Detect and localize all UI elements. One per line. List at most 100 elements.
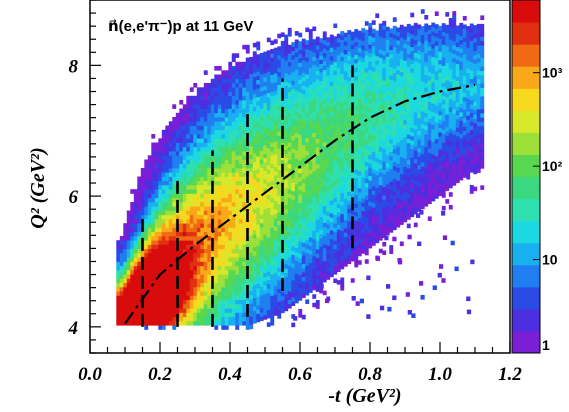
heatmap-cell: [305, 278, 310, 283]
heatmap-cell: [298, 58, 303, 63]
heatmap-cell: [354, 262, 359, 268]
heatmap-cell: [154, 159, 159, 165]
heatmap-cell: [319, 157, 324, 162]
heatmap-cell: [280, 121, 285, 127]
heatmap-cell: [312, 302, 317, 308]
heatmap-cell: [144, 308, 149, 313]
heatmap-cell: [403, 52, 408, 57]
heatmap-cell: [252, 212, 257, 218]
heatmap-cell: [438, 174, 443, 180]
heatmap-cell: [354, 186, 359, 191]
heatmap-cell: [133, 321, 138, 326]
heatmap-cell: [441, 154, 446, 160]
heatmap-cell: [399, 84, 404, 89]
heatmap-cell: [256, 62, 261, 68]
heatmap-cell: [168, 155, 173, 160]
heatmap-cell: [438, 102, 443, 107]
heatmap-cell: [329, 77, 334, 82]
heatmap-cell: [203, 231, 208, 237]
heatmap-cell: [385, 128, 390, 134]
heatmap-cell: [333, 202, 338, 207]
heatmap-cell: [214, 325, 219, 330]
heatmap-cell: [312, 141, 317, 146]
heatmap-cell: [396, 154, 401, 160]
heatmap-cell: [385, 162, 390, 168]
heatmap-cell: [280, 53, 285, 59]
heatmap-cell: [200, 308, 205, 313]
heatmap-cell: [347, 47, 352, 52]
heatmap-cell: [403, 56, 408, 61]
heatmap-cell: [238, 91, 243, 97]
heatmap-cell: [259, 137, 264, 143]
heatmap-cell: [287, 265, 292, 271]
heatmap-cell: [256, 262, 261, 268]
heatmap-cell: [438, 68, 443, 73]
heatmap-cell: [175, 121, 180, 126]
heatmap-cell: [389, 202, 394, 208]
heatmap-cell: [252, 272, 257, 277]
heatmap-cell: [231, 270, 236, 275]
heatmap-cell: [186, 312, 191, 318]
heatmap-cell: [280, 32, 285, 37]
heatmap-cell: [385, 133, 390, 138]
heatmap-cell: [445, 41, 450, 47]
heatmap-cell: [217, 312, 222, 318]
heatmap-cell: [252, 302, 257, 307]
heatmap-cell: [203, 142, 208, 148]
heatmap-cell: [315, 155, 320, 161]
heatmap-cell: [399, 131, 404, 136]
heatmap-cell: [273, 115, 278, 121]
heatmap-cell: [214, 125, 219, 131]
heatmap-cell: [308, 224, 313, 230]
heatmap-cell: [420, 187, 425, 193]
heatmap-cell: [382, 93, 387, 98]
heatmap-cell: [361, 130, 366, 135]
heatmap-cell: [245, 66, 250, 71]
heatmap-cell: [193, 231, 198, 237]
heatmap-cell: [200, 125, 205, 131]
heatmap-cell: [200, 176, 205, 182]
heatmap-cell: [361, 210, 366, 216]
heatmap-cell: [287, 112, 292, 118]
heatmap-cell: [322, 243, 327, 249]
heatmap-cell: [165, 299, 170, 305]
heatmap-cell: [228, 91, 233, 97]
heatmap-cell: [319, 38, 324, 43]
heatmap-cell: [266, 84, 271, 89]
heatmap-cell: [301, 263, 306, 269]
heatmap-cell: [350, 99, 355, 105]
heatmap-cell: [158, 231, 163, 237]
heatmap-cell: [305, 269, 310, 275]
heatmap-cell: [193, 134, 198, 139]
heatmap-cell: [445, 131, 450, 136]
heatmap-cell: [301, 166, 306, 171]
heatmap-cell: [249, 311, 254, 317]
heatmap-cell: [322, 78, 327, 83]
heatmap-cell: [392, 110, 397, 116]
heatmap-cell: [399, 92, 404, 98]
heatmap-cell: [242, 134, 247, 139]
heatmap-cell: [336, 67, 341, 73]
heatmap-cell: [168, 291, 173, 296]
heatmap-cell: [413, 61, 418, 66]
heatmap-cell: [371, 109, 376, 115]
heatmap-cell: [238, 176, 243, 182]
heatmap-cell: [277, 80, 282, 85]
heatmap-cell: [193, 180, 198, 186]
heatmap-cell: [242, 176, 247, 182]
heatmap-cell: [259, 65, 264, 71]
heatmap-cell: [207, 312, 212, 318]
heatmap-cell: [375, 119, 380, 125]
heatmap-cell: [378, 74, 383, 80]
heatmap-cell: [291, 301, 296, 306]
heatmap-cell: [308, 135, 313, 140]
heatmap-cell: [382, 88, 387, 94]
heatmap-cell: [207, 138, 212, 143]
heatmap-cell: [189, 219, 194, 224]
heatmap-cell: [193, 219, 198, 224]
heatmap-cell: [203, 70, 208, 75]
heatmap-cell: [144, 227, 149, 233]
heatmap-cell: [368, 180, 373, 185]
heatmap-cell: [224, 244, 229, 250]
heatmap-cell: [427, 127, 432, 132]
